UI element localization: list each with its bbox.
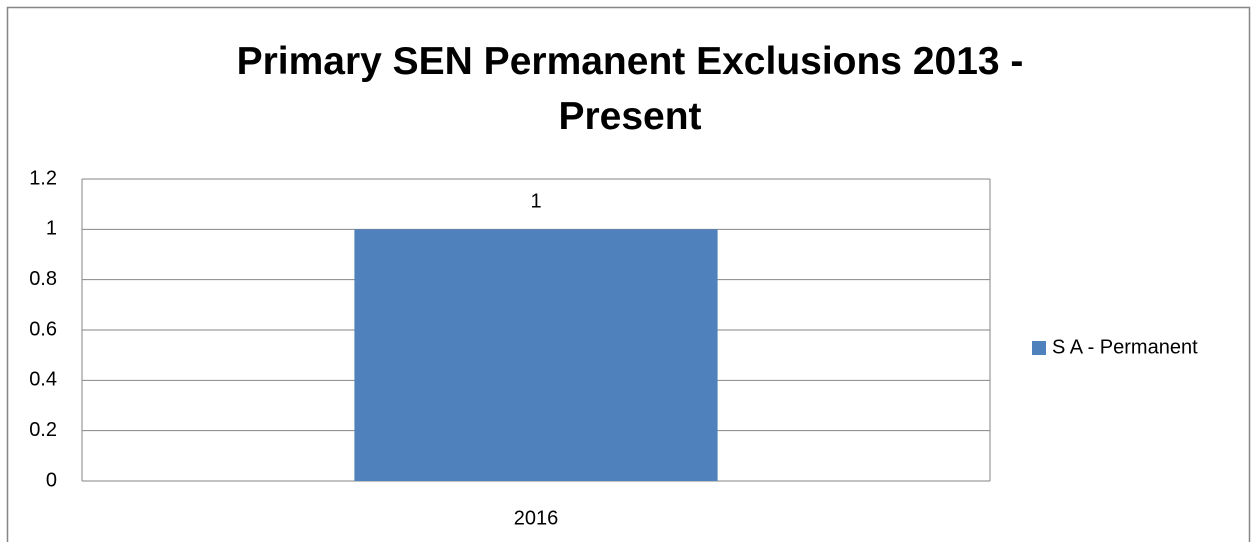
y-tick-label: 0.8 [29, 268, 57, 290]
y-tick-label: 0.6 [29, 318, 57, 340]
bar [354, 229, 718, 481]
legend-swatch [1032, 341, 1046, 355]
y-tick-label: 1 [46, 218, 57, 240]
chart-border [6, 6, 1251, 542]
data-label: 1 [530, 191, 541, 213]
y-tick-label: 1.2 [29, 167, 57, 189]
chart-title: Primary SEN Permanent Exclusions 2013 - … [236, 40, 1024, 138]
legend-label: S A - Permanent [1052, 336, 1198, 358]
y-tick-label: 0.4 [29, 369, 57, 391]
y-tick-label: 0.2 [29, 419, 57, 441]
y-tick-label: 0 [46, 469, 57, 491]
x-tick-label: 2016 [514, 507, 559, 529]
